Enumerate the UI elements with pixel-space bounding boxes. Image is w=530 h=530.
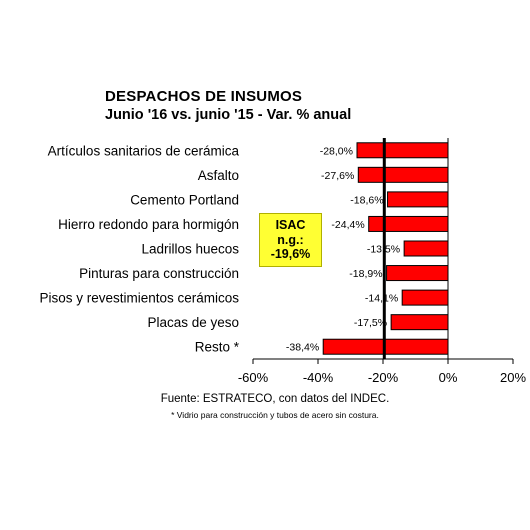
value-label: -38,4% xyxy=(286,342,319,354)
bar xyxy=(403,240,449,257)
isac-annotation-line3: -19,6% xyxy=(270,247,311,261)
x-tick-label: -60% xyxy=(238,370,269,385)
category-label: Artículos sanitarios de cerámica xyxy=(48,143,240,158)
category-label: Placas de yeso xyxy=(147,315,239,330)
category-label: Resto * xyxy=(195,340,240,355)
bar xyxy=(390,314,449,331)
chart-subtitle: Junio '16 vs. junio '15 - Var. % anual xyxy=(105,107,352,123)
category-label: Cemento Portland xyxy=(130,192,239,207)
category-label: Hierro redondo para hormigón xyxy=(58,217,239,232)
x-tick-label: 20% xyxy=(500,370,526,385)
value-label: -27,6% xyxy=(321,170,354,182)
value-label: -18,9% xyxy=(349,268,382,280)
source-text: Fuente: ESTRATECO, con datos del INDEC. xyxy=(160,393,390,405)
value-label: -18,6% xyxy=(350,194,383,206)
footnote-text: * Vidrio para construcción y tubos de ac… xyxy=(171,410,379,420)
value-label: -14,1% xyxy=(365,293,398,305)
value-label: -24,4% xyxy=(331,219,364,231)
bar xyxy=(368,215,449,232)
value-label: -17,5% xyxy=(354,317,387,329)
category-label: Pinturas para construcción xyxy=(79,266,239,281)
x-tick-label: -20% xyxy=(368,370,399,385)
bar xyxy=(401,289,449,306)
bar xyxy=(386,265,449,282)
bar xyxy=(356,142,449,159)
bar xyxy=(387,191,449,208)
value-label: -28,0% xyxy=(320,145,353,157)
x-tick-label: 0% xyxy=(439,370,458,385)
category-label: Asfalto xyxy=(198,168,239,183)
isac-annotation-line2: n.g.: xyxy=(277,232,304,247)
isac-annotation-box: ISAC n.g.: -19,6% xyxy=(259,213,322,267)
bar xyxy=(357,166,449,183)
category-label: Ladrillos huecos xyxy=(141,242,239,257)
category-label: Pisos y revestimientos cerámicos xyxy=(39,291,239,306)
x-tick-label: -40% xyxy=(303,370,334,385)
isac-annotation-line1: ISAC xyxy=(275,218,306,232)
chart-title: DESPACHOS DE INSUMOS xyxy=(105,88,303,105)
